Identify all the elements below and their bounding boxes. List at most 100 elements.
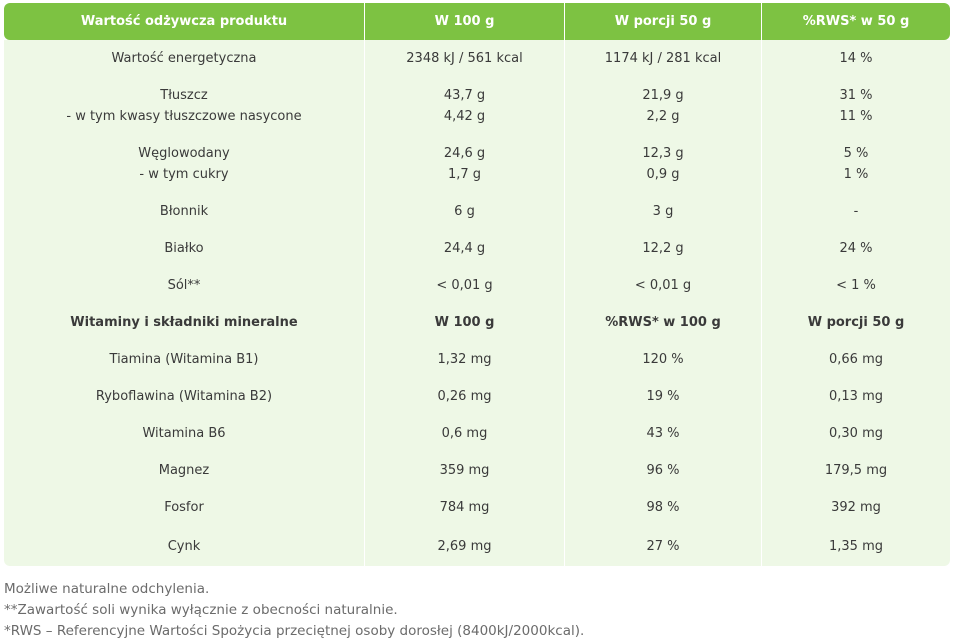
cell-line: 0,30 mg bbox=[829, 426, 883, 441]
nutrient-cell: Ryboflawina (Witamina B2) bbox=[4, 378, 364, 415]
cell-line: 4,42 g bbox=[443, 109, 486, 124]
cell-line: 43 % bbox=[646, 426, 680, 441]
cell-line: Ryboflawina (Witamina B2) bbox=[95, 389, 273, 404]
per-portion-cell: < 0,01 g bbox=[564, 267, 761, 304]
per-portion-cell: 1174 kJ / 281 kcal bbox=[564, 40, 761, 77]
cell-line: 1174 kJ / 281 kcal bbox=[604, 51, 722, 66]
cell-line: 12,2 g bbox=[642, 241, 684, 256]
per-100g-cell: < 0,01 g bbox=[364, 267, 564, 304]
cell-line: 1,32 mg bbox=[437, 352, 492, 367]
nutrition-table: Wartość odżywcza produktu W 100 g W porc… bbox=[4, 3, 950, 566]
table-row: Ryboflawina (Witamina B2) 0,26 mg 19 % 0,13… bbox=[4, 378, 950, 415]
cell-line: 6 g bbox=[454, 204, 475, 219]
cell-line: 359 mg bbox=[439, 463, 490, 478]
header-row: Wartość odżywcza produktu W 100 g W porc… bbox=[4, 3, 950, 40]
fourth-cell: 1,35 mg bbox=[761, 526, 950, 566]
cell-line: Witamina B6 bbox=[142, 426, 226, 441]
cell-line: 120 % bbox=[642, 352, 684, 367]
cell-line: 21,9 g bbox=[642, 88, 684, 103]
table-row: Magnez 359 mg 96 % 179,5 mg bbox=[4, 452, 950, 489]
per-100g-cell: 784 mg bbox=[364, 489, 564, 526]
header-cell-rws: %RWS* w 50 g bbox=[761, 3, 950, 40]
cell-line: 3 g bbox=[652, 204, 674, 219]
per-portion-cell: 43 % bbox=[564, 415, 761, 452]
table-row: Błonnik 6 g 3 g - bbox=[4, 193, 950, 230]
nutrient-cell: Tiamina (Witamina B1) bbox=[4, 341, 364, 378]
header-cell-per-100g: W 100 g bbox=[364, 3, 564, 40]
nutrient-cell: Sól** bbox=[4, 267, 364, 304]
per-100g-cell: 359 mg bbox=[364, 452, 564, 489]
fourth-cell: 179,5 mg bbox=[761, 452, 950, 489]
table-row: Białko 24,4 g 12,2 g 24 % bbox=[4, 230, 950, 267]
per-100g-cell: 6 g bbox=[364, 193, 564, 230]
cell-line: 24,6 g bbox=[443, 146, 486, 161]
nutrient-cell: Fosfor bbox=[4, 489, 364, 526]
cell-line: Sól** bbox=[167, 278, 201, 293]
per-portion-cell: 12,2 g bbox=[564, 230, 761, 267]
fourth-cell: 14 % bbox=[761, 40, 950, 77]
per-portion-cell: 27 % bbox=[564, 526, 761, 566]
header-cell-nutrient: Wartość odżywcza produktu bbox=[4, 3, 364, 40]
cell-line: Węglowodany bbox=[138, 146, 230, 161]
footnote-variation: Możliwe naturalne odchylenia. bbox=[4, 581, 210, 597]
fourth-cell: 0,66 mg bbox=[761, 341, 950, 378]
table-row: Fosfor 784 mg 98 % 392 mg bbox=[4, 489, 950, 526]
per-100g-cell: W 100 g bbox=[364, 304, 564, 341]
cell-line: 2,69 mg bbox=[437, 538, 492, 554]
per-portion-cell: 3 g bbox=[564, 193, 761, 230]
cell-line: Magnez bbox=[158, 463, 210, 478]
table-row: Cynk 2,69 mg 27 % 1,35 mg bbox=[4, 526, 950, 566]
cell-line: 1 % bbox=[843, 167, 869, 182]
nutrient-cell: Węglowodany - w tym cukry bbox=[4, 135, 364, 193]
cell-line: 0,6 mg bbox=[441, 426, 488, 441]
per-100g-cell: 24,6 g 1,7 g bbox=[364, 135, 564, 193]
nutrient-cell: Tłuszcz - w tym kwasy tłuszczowe nasycone bbox=[4, 77, 364, 135]
cell-line: 392 mg bbox=[831, 500, 881, 515]
cell-line: 0,26 mg bbox=[437, 389, 492, 404]
cell-line: - bbox=[853, 204, 859, 219]
per-portion-cell: 98 % bbox=[564, 489, 761, 526]
cell-line: 98 % bbox=[646, 500, 680, 515]
fourth-cell: 0,30 mg bbox=[761, 415, 950, 452]
fourth-cell: 24 % bbox=[761, 230, 950, 267]
footnotes: Możliwe naturalne odchylenia. **Zawartoś… bbox=[4, 579, 584, 642]
per-portion-cell: 19 % bbox=[564, 378, 761, 415]
cell-line: 31 % bbox=[839, 88, 873, 103]
cell-line: 1,7 g bbox=[447, 167, 482, 182]
per-portion-cell: 120 % bbox=[564, 341, 761, 378]
per-portion-cell: 96 % bbox=[564, 452, 761, 489]
cell-line: < 1 % bbox=[836, 278, 876, 293]
per-100g-cell: 1,32 mg bbox=[364, 341, 564, 378]
per-100g-cell: 0,26 mg bbox=[364, 378, 564, 415]
fourth-cell: - bbox=[761, 193, 950, 230]
per-portion-cell: 12,3 g 0,9 g bbox=[564, 135, 761, 193]
cell-line: 1,35 mg bbox=[829, 538, 883, 554]
table-row: Węglowodany - w tym cukry 24,6 g 1,7 g 12,3 … bbox=[4, 135, 950, 193]
fourth-cell: 392 mg bbox=[761, 489, 950, 526]
cell-line: 2,2 g bbox=[646, 109, 680, 124]
nutrient-cell: Magnez bbox=[4, 452, 364, 489]
per-100g-cell: 2348 kJ / 561 kcal bbox=[364, 40, 564, 77]
cell-line: 2348 kJ / 561 kcal bbox=[406, 51, 523, 66]
cell-line: 784 mg bbox=[439, 500, 490, 515]
table-body: Wartość energetyczna 2348 kJ / 561 kcal 11… bbox=[4, 40, 950, 566]
cell-line: Witaminy i składniki mineralne bbox=[70, 315, 298, 330]
cell-line: 0,13 mg bbox=[829, 389, 883, 404]
fourth-cell: 31 % 11 % bbox=[761, 77, 950, 135]
table-row: Tiamina (Witamina B1) 1,32 mg 120 % 0,66 mg bbox=[4, 341, 950, 378]
per-100g-cell: 43,7 g 4,42 g bbox=[364, 77, 564, 135]
table-row: Sól** < 0,01 g < 0,01 g < 1 % bbox=[4, 267, 950, 304]
cell-line: - w tym kwasy tłuszczowe nasycone bbox=[66, 109, 302, 124]
cell-line: W porcji 50 g bbox=[807, 315, 905, 330]
cell-line: < 0,01 g bbox=[436, 278, 493, 293]
cell-line: 179,5 mg bbox=[824, 463, 888, 478]
nutrient-cell: Witamina B6 bbox=[4, 415, 364, 452]
cell-line: 24 % bbox=[839, 241, 873, 256]
nutrient-cell: Błonnik bbox=[4, 193, 364, 230]
cell-line: 27 % bbox=[646, 538, 680, 554]
table-row: Tłuszcz - w tym kwasy tłuszczowe nasycone… bbox=[4, 77, 950, 135]
nutrient-cell: Wartość energetyczna bbox=[4, 40, 364, 77]
cell-line: Fosfor bbox=[164, 500, 204, 515]
per-100g-cell: 24,4 g bbox=[364, 230, 564, 267]
fourth-cell: < 1 % bbox=[761, 267, 950, 304]
